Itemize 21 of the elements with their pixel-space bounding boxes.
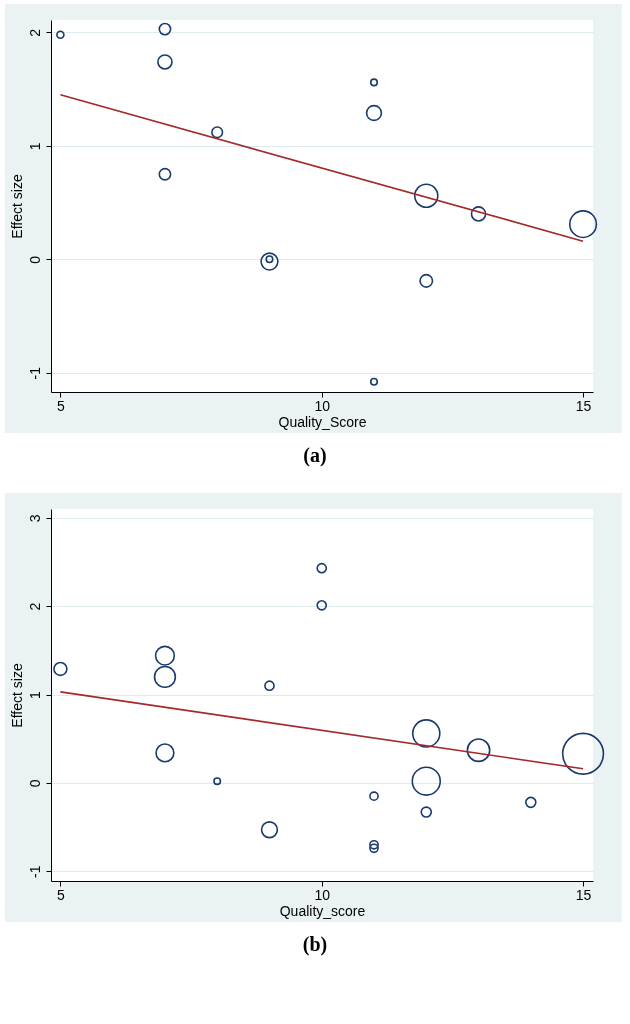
x-tick-label: 10 — [314, 886, 331, 903]
text: (b) — [301, 932, 329, 958]
y-tick-label: 0 — [26, 779, 43, 788]
y-tick-label: -1 — [26, 366, 43, 380]
y-tick-label: 0 — [26, 255, 43, 264]
x-tick-label: 15 — [575, 886, 592, 903]
x-tick-label: 5 — [57, 886, 66, 903]
y-axis-title: Effect size — [8, 663, 25, 728]
y-tick-label: 2 — [26, 28, 43, 37]
y-tick-label: 1 — [26, 690, 43, 699]
x-tick-label: 15 — [575, 397, 592, 414]
x-axis-title: Quality_Score — [278, 413, 367, 430]
x-tick-label: 10 — [314, 397, 331, 414]
y-tick-label: -1 — [26, 865, 43, 879]
y-tick-label: 3 — [26, 514, 43, 523]
y-tick-label: 2 — [26, 602, 43, 611]
x-axis-title: Quality_score — [279, 902, 366, 919]
text: (a) — [302, 443, 328, 468]
x-tick-label: 5 — [57, 397, 66, 414]
y-tick-label: 1 — [26, 142, 43, 151]
y-axis-title: Effect size — [8, 174, 25, 239]
